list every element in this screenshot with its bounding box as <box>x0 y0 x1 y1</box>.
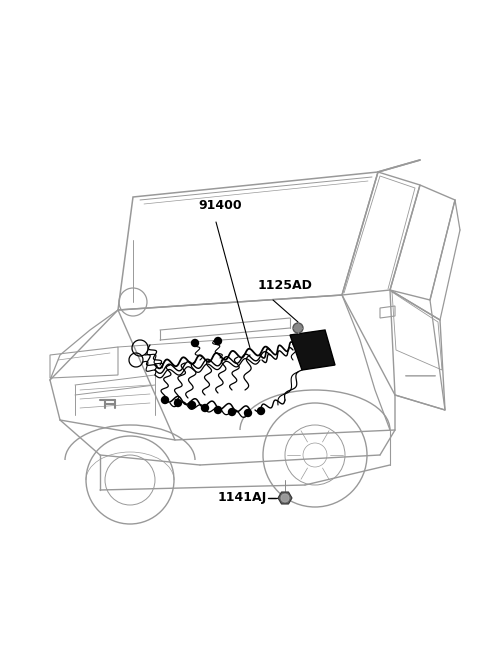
Circle shape <box>257 407 264 415</box>
Polygon shape <box>278 492 292 504</box>
Circle shape <box>215 407 221 413</box>
Circle shape <box>189 402 195 409</box>
Text: 91400: 91400 <box>198 199 241 212</box>
Circle shape <box>175 400 181 407</box>
Circle shape <box>281 494 289 502</box>
Circle shape <box>215 337 221 345</box>
Circle shape <box>244 409 252 417</box>
Circle shape <box>228 409 236 415</box>
Text: 1125AD: 1125AD <box>258 279 313 292</box>
Circle shape <box>161 396 168 403</box>
Circle shape <box>202 405 208 411</box>
Text: 1141AJ: 1141AJ <box>218 491 267 504</box>
Circle shape <box>293 323 303 333</box>
Circle shape <box>192 339 199 346</box>
Polygon shape <box>290 330 335 370</box>
